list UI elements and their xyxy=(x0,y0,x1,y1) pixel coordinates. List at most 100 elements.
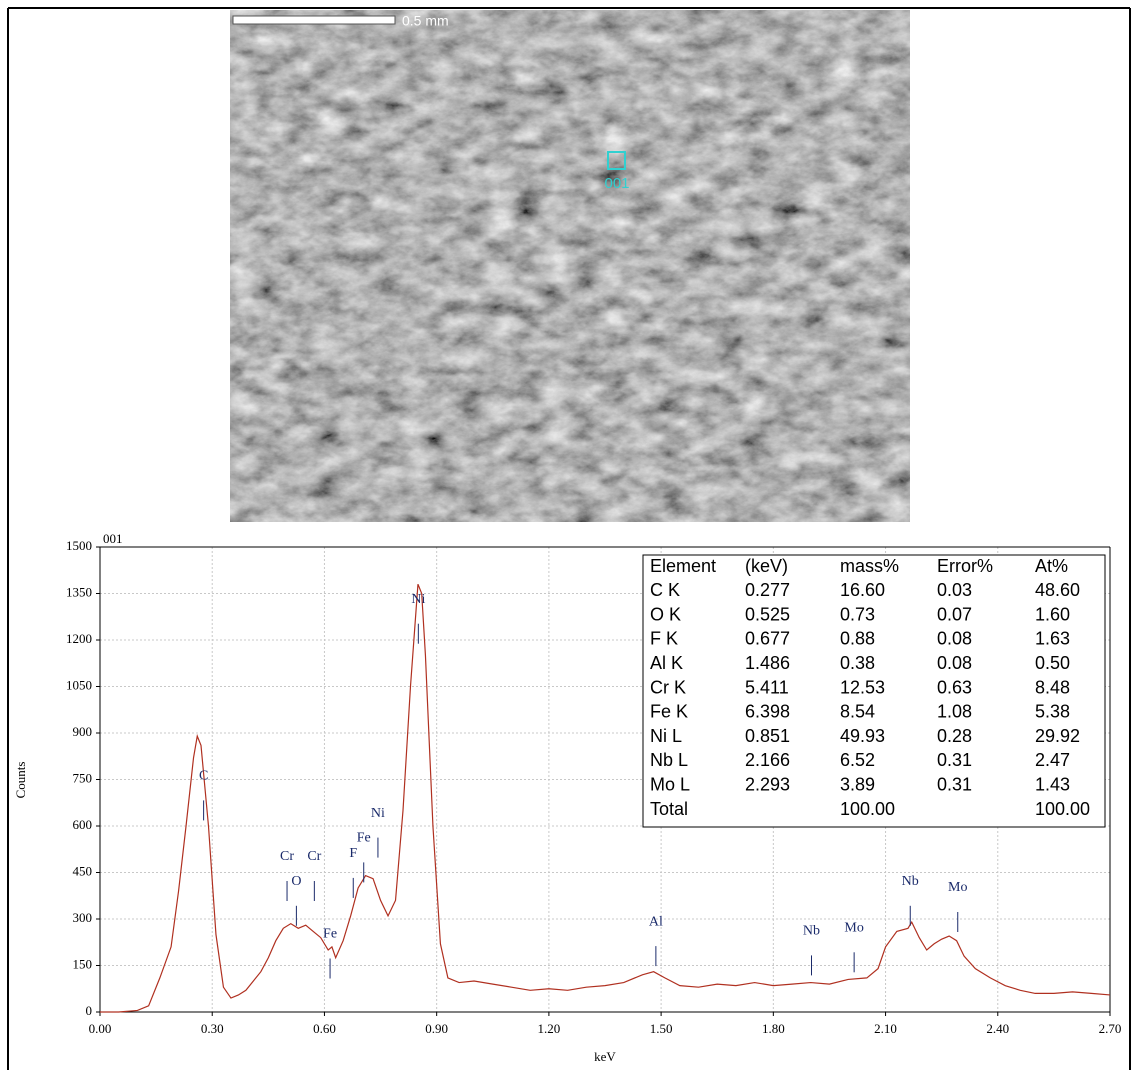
table-cell: 0.88 xyxy=(840,629,875,649)
table-cell: 5.38 xyxy=(1035,702,1070,722)
table-cell: 6.52 xyxy=(840,750,875,770)
table-cell: 16.60 xyxy=(840,580,885,600)
table-header: Element xyxy=(650,556,716,576)
x-tick-label: 1.20 xyxy=(538,1021,561,1036)
peak-label: Cr xyxy=(307,849,321,864)
table-cell: 6.398 xyxy=(745,702,790,722)
x-tick-label: 0.30 xyxy=(201,1021,224,1036)
table-cell: 0.525 xyxy=(745,604,790,624)
scale-label: 0.5 mm xyxy=(402,13,449,29)
table-header: (keV) xyxy=(745,556,788,576)
table-cell: 0.28 xyxy=(937,726,972,746)
table-cell: 1.60 xyxy=(1035,604,1070,624)
table-cell: 0.277 xyxy=(745,580,790,600)
table-cell: F K xyxy=(650,629,678,649)
table-cell: Total xyxy=(650,799,688,819)
roi-label: 001 xyxy=(604,175,629,192)
table-cell: Mo L xyxy=(650,774,690,794)
table-header: At% xyxy=(1035,556,1068,576)
x-tick-label: 0.00 xyxy=(89,1021,112,1036)
x-tick-label: 1.50 xyxy=(650,1021,673,1036)
table-cell: Al K xyxy=(650,653,683,673)
table-cell: 0.08 xyxy=(937,653,972,673)
table-cell: 1.486 xyxy=(745,653,790,673)
y-tick-label: 1200 xyxy=(66,631,92,646)
y-tick-label: 300 xyxy=(73,910,93,925)
x-tick-label: 0.60 xyxy=(313,1021,336,1036)
peak-label: O xyxy=(291,874,301,889)
table-cell: 0.677 xyxy=(745,629,790,649)
y-tick-label: 1350 xyxy=(66,584,92,599)
table-cell: 100.00 xyxy=(1035,799,1090,819)
peak-label: Ni xyxy=(371,806,385,821)
x-tick-label: 0.90 xyxy=(425,1021,448,1036)
table-cell: Cr K xyxy=(650,677,686,697)
table-cell: 1.63 xyxy=(1035,629,1070,649)
x-tick-label: 2.70 xyxy=(1099,1021,1122,1036)
y-tick-label: 450 xyxy=(73,863,93,878)
table-cell: 0.50 xyxy=(1035,653,1070,673)
x-tick-label: 1.80 xyxy=(762,1021,785,1036)
table-cell: 0.03 xyxy=(937,580,972,600)
peak-label: Mo xyxy=(948,880,967,895)
table-header: mass% xyxy=(840,556,899,576)
table-cell: 100.00 xyxy=(840,799,895,819)
peak-label: Ni xyxy=(411,592,425,607)
table-cell: 8.54 xyxy=(840,702,875,722)
peak-label: C xyxy=(199,769,208,784)
peak-label: Fe xyxy=(323,927,337,942)
y-tick-label: 1050 xyxy=(66,677,92,692)
peak-label: Fe xyxy=(357,831,371,846)
table-cell: 3.89 xyxy=(840,774,875,794)
sem-texture xyxy=(230,10,910,522)
y-tick-label: 600 xyxy=(73,817,93,832)
table-box xyxy=(642,554,1106,828)
peak-label: Nb xyxy=(803,924,820,939)
table-cell: 0.08 xyxy=(937,629,972,649)
chart-title: 001 xyxy=(103,531,123,546)
x-tick-label: 2.40 xyxy=(986,1021,1009,1036)
peak-label: F xyxy=(349,846,357,861)
table-cell: 2.166 xyxy=(745,750,790,770)
table-cell: 29.92 xyxy=(1035,726,1080,746)
table-cell: 1.43 xyxy=(1035,774,1070,794)
peak-label: Cr xyxy=(280,849,294,864)
peak-label: Nb xyxy=(902,874,919,889)
table-cell: 48.60 xyxy=(1035,580,1080,600)
y-tick-label: 750 xyxy=(73,770,93,785)
table-cell: 1.08 xyxy=(937,702,972,722)
table-cell: 0.63 xyxy=(937,677,972,697)
spectrum-line xyxy=(100,583,1111,1013)
scale-bar xyxy=(232,15,396,25)
roi-marker xyxy=(607,151,626,170)
table-cell: 0.73 xyxy=(840,604,875,624)
y-tick-label: 0 xyxy=(86,1003,93,1018)
y-tick-label: 1500 xyxy=(66,538,92,553)
table-cell: 0.38 xyxy=(840,653,875,673)
table-cell: Ni L xyxy=(650,726,682,746)
table-cell: 2.293 xyxy=(745,774,790,794)
y-axis-label: Counts xyxy=(13,762,28,799)
x-axis-label: keV xyxy=(594,1049,616,1064)
sem-image: 0.5 mm 001 xyxy=(230,10,910,522)
table-header: Error% xyxy=(937,556,993,576)
table-cell: 8.48 xyxy=(1035,677,1070,697)
table-cell: 12.53 xyxy=(840,677,885,697)
peak-label: Mo xyxy=(844,921,863,936)
peak-label: Al xyxy=(649,914,663,929)
table-cell: Fe K xyxy=(650,702,688,722)
table-cell: 0.31 xyxy=(937,774,972,794)
x-tick-label: 2.10 xyxy=(874,1021,897,1036)
table-cell: Nb L xyxy=(650,750,688,770)
y-tick-label: 900 xyxy=(73,724,93,739)
y-tick-label: 150 xyxy=(73,956,93,971)
table-cell: 2.47 xyxy=(1035,750,1070,770)
table-cell: 5.411 xyxy=(745,677,789,697)
table-cell: C K xyxy=(650,580,680,600)
table-cell: 49.93 xyxy=(840,726,885,746)
table-cell: 0.07 xyxy=(937,604,972,624)
table-cell: 0.851 xyxy=(745,726,790,746)
table-cell: O K xyxy=(650,604,681,624)
table-cell: 0.31 xyxy=(937,750,972,770)
